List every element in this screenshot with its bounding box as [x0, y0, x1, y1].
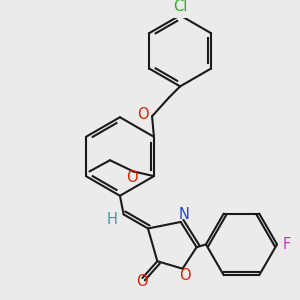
Text: H: H [107, 212, 118, 226]
Text: O: O [126, 169, 137, 184]
Text: O: O [137, 107, 148, 122]
Text: N: N [179, 207, 190, 222]
Text: O: O [178, 268, 190, 283]
Text: O: O [136, 274, 148, 289]
Text: F: F [282, 237, 290, 252]
Text: Cl: Cl [173, 0, 187, 14]
